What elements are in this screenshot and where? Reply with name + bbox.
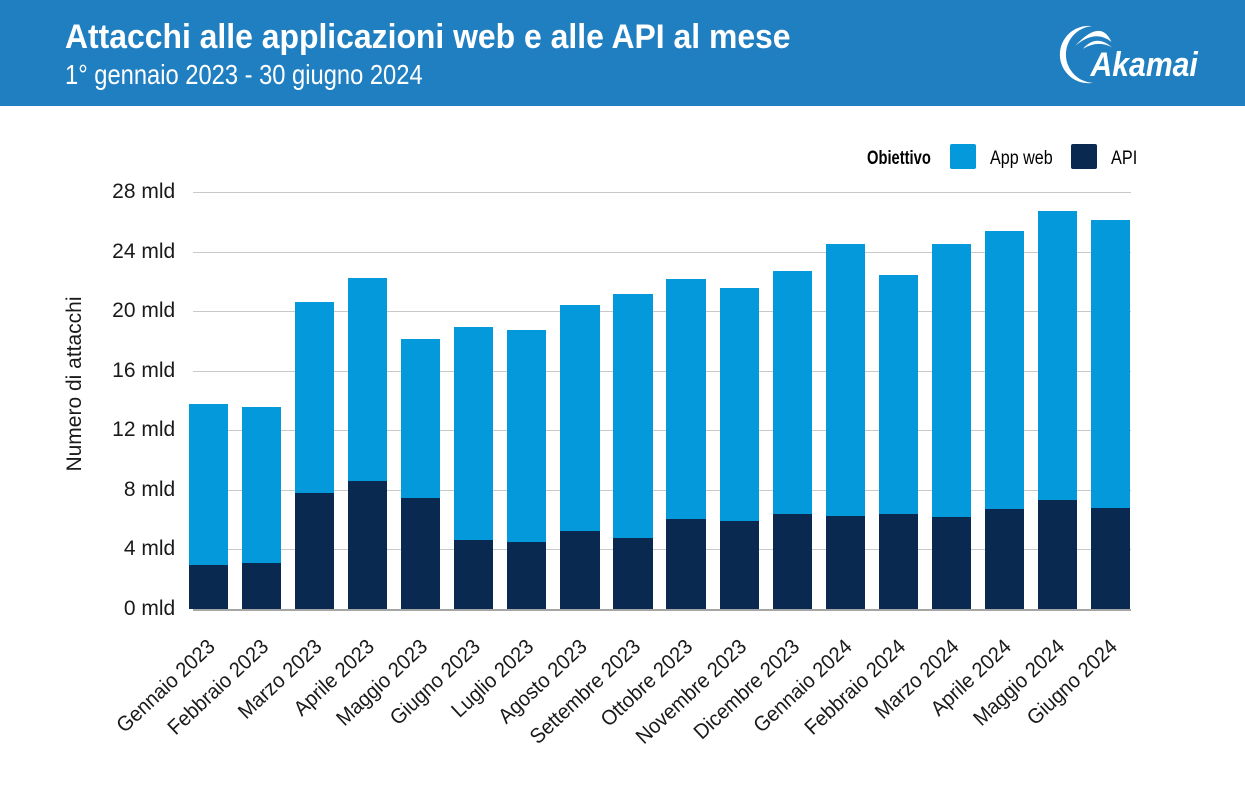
svg-text:Akamai: Akamai — [1090, 46, 1200, 84]
